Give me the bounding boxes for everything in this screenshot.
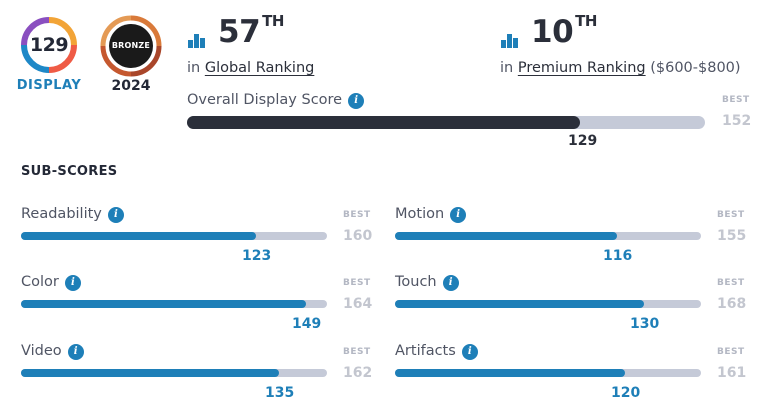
subscore-label-text: Video <box>21 343 62 359</box>
subscore-best-label: BEST <box>343 347 371 357</box>
subscore-best-label: BEST <box>717 210 745 220</box>
subscore-bar-video <box>21 369 327 377</box>
subscore-fill-artifacts <box>395 369 625 377</box>
ranking-bars-icon <box>188 32 206 48</box>
premium-ranking-link[interactable]: Premium Ranking <box>517 60 646 76</box>
subscore-best-value: 161 <box>717 365 747 381</box>
subscore-value-artifacts: 120 <box>611 385 641 401</box>
subscore-label-text: Motion <box>395 206 445 222</box>
subscore-best-value: 160 <box>343 228 373 244</box>
premium-rank-caption: in Premium Ranking ($600-$800) <box>500 60 741 76</box>
subscore-value-readability: 123 <box>242 248 272 264</box>
subscore-label-text: Artifacts <box>395 343 456 359</box>
subscore-value-motion: 116 <box>603 248 633 264</box>
subscore-label-touch: Touch i <box>395 274 459 291</box>
subscore-bar-color <box>21 300 327 308</box>
overall-score-bar <box>187 116 705 129</box>
info-icon[interactable]: i <box>67 344 84 360</box>
info-icon[interactable]: i <box>461 344 478 360</box>
info-icon[interactable]: i <box>64 275 81 291</box>
subscore-best-label: BEST <box>717 347 745 357</box>
overall-score-value: 129 <box>568 133 598 149</box>
display-score-badge-icon <box>21 17 77 73</box>
subscore-label-motion: Motion i <box>395 206 467 223</box>
subscore-bar-readability <box>21 232 327 240</box>
subscore-fill-readability <box>21 232 256 240</box>
subscore-value-color: 149 <box>292 316 322 332</box>
subscore-best-value: 168 <box>717 296 747 312</box>
subscore-label-artifacts: Artifacts i <box>395 343 478 360</box>
overall-score-title: Overall Display Score i <box>187 92 365 109</box>
subscore-bar-motion <box>395 232 701 240</box>
subscore-best-value: 164 <box>343 296 373 312</box>
subscores-title: SUB-SCORES <box>21 164 118 179</box>
subscore-best-label: BEST <box>343 278 371 288</box>
subscore-label-color: Color i <box>21 274 81 291</box>
info-icon[interactable]: i <box>450 207 467 223</box>
subscore-fill-motion <box>395 232 617 240</box>
global-rank-number: 57 TH <box>218 12 284 50</box>
info-icon[interactable]: i <box>442 275 459 291</box>
bronze-medal-label: BRONZE <box>111 41 151 50</box>
subscore-label-text: Readability <box>21 206 102 222</box>
subscore-bar-touch <box>395 300 701 308</box>
subscore-value-touch: 130 <box>630 316 660 332</box>
subscore-best-label: BEST <box>343 210 371 220</box>
premium-rank-number: 10 TH <box>531 12 597 50</box>
subscore-value-video: 135 <box>265 385 295 401</box>
subscore-label-readability: Readability i <box>21 206 124 223</box>
display-label: DISPLAY <box>16 78 82 93</box>
global-rank-caption: in Global Ranking <box>187 60 315 76</box>
display-score-number: 129 <box>29 34 69 56</box>
subscore-label-text: Color <box>21 274 59 290</box>
info-icon[interactable]: i <box>348 93 365 109</box>
subscore-fill-video <box>21 369 279 377</box>
subscore-fill-color <box>21 300 306 308</box>
subscore-best-value: 162 <box>343 365 373 381</box>
global-ranking-link[interactable]: Global Ranking <box>204 60 315 76</box>
info-icon[interactable]: i <box>107 207 124 223</box>
overall-best-value: 152 <box>722 113 752 129</box>
bronze-medal-icon <box>100 15 162 77</box>
overall-best-label: BEST <box>722 95 750 105</box>
subscore-bar-artifacts <box>395 369 701 377</box>
overall-score-fill <box>187 116 580 129</box>
subscore-best-label: BEST <box>717 278 745 288</box>
subscore-fill-touch <box>395 300 644 308</box>
subscore-best-value: 155 <box>717 228 747 244</box>
bronze-medal-year: 2024 <box>111 78 151 94</box>
subscore-label-text: Touch <box>395 274 437 290</box>
subscore-label-video: Video i <box>21 343 84 360</box>
ranking-bars-icon <box>501 32 519 48</box>
